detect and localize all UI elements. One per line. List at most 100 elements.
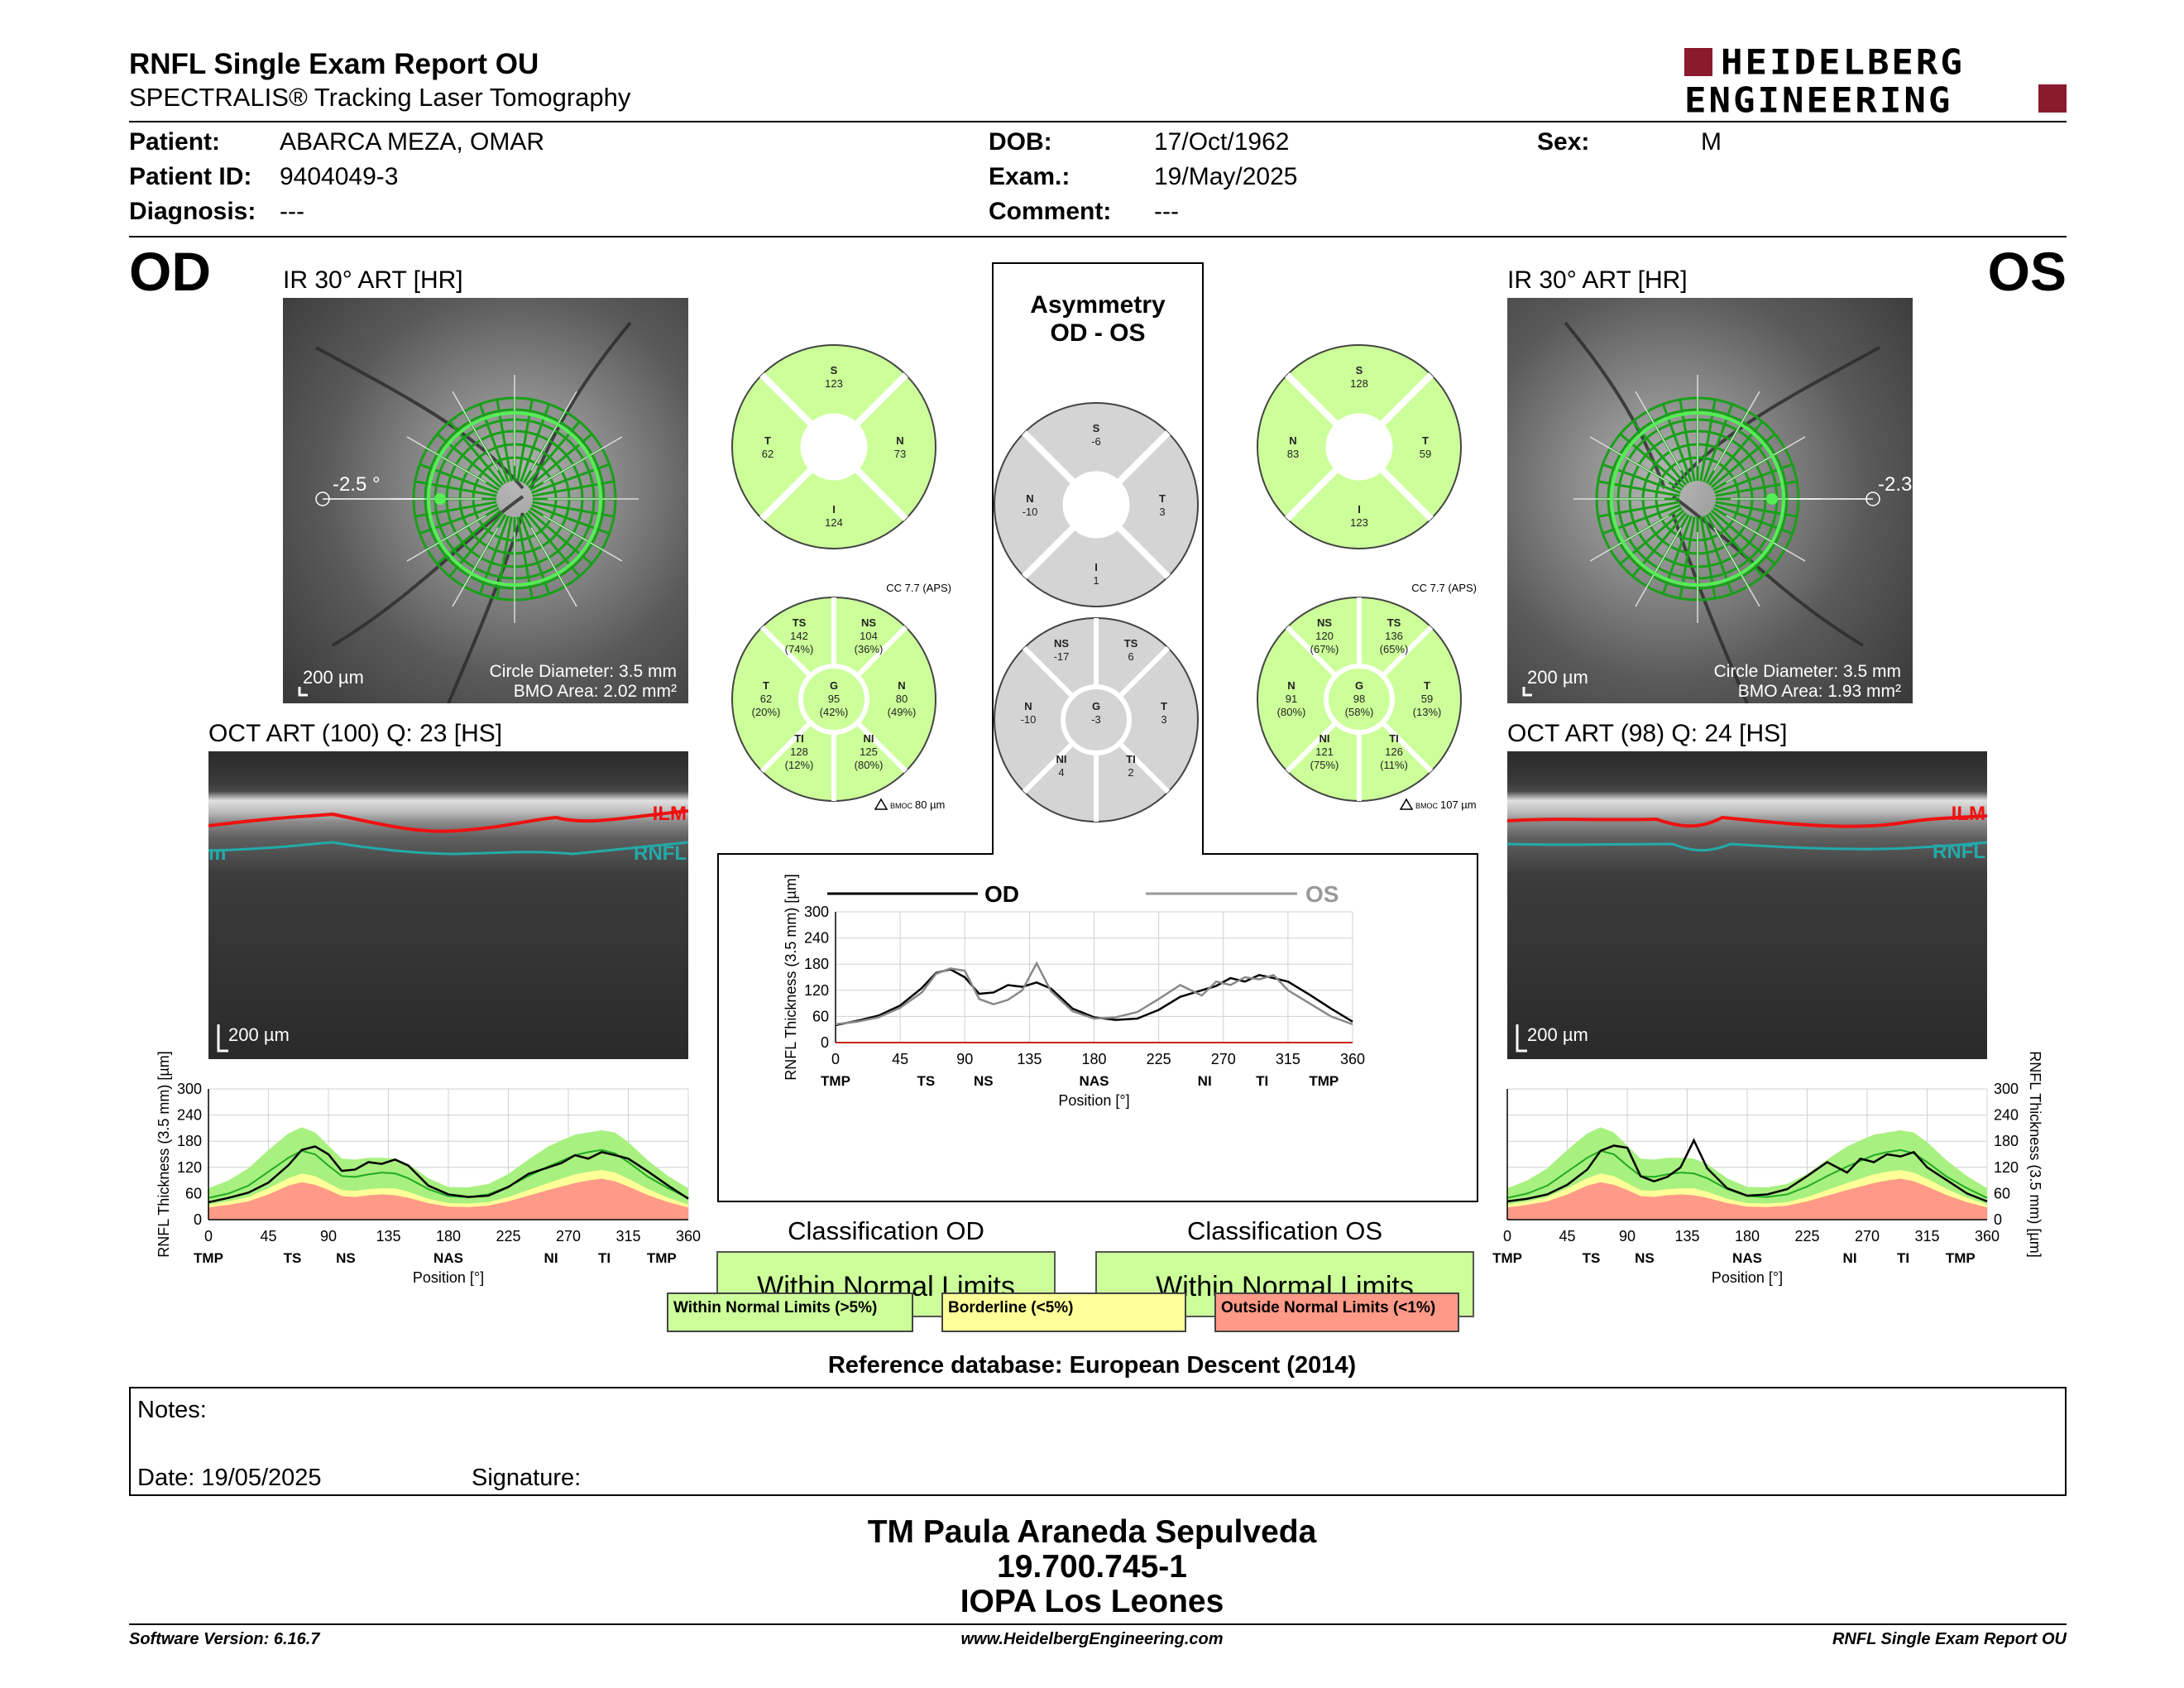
sector-label-ti: TI xyxy=(794,732,804,745)
sector-label-i: I xyxy=(1094,561,1098,573)
six-sector-divider xyxy=(759,721,812,774)
sector-label-s: S xyxy=(1356,364,1363,376)
sector-label-right: N xyxy=(896,434,903,447)
signature-institution: IOPA Los Leones xyxy=(960,1584,1224,1619)
sector-pct-ti: (12%) xyxy=(785,759,814,771)
patient-name: ABARCA MEZA, OMAR xyxy=(280,128,545,156)
sector-tick-label: TS xyxy=(284,1250,302,1266)
y-tick-label: 0 xyxy=(1994,1211,2002,1228)
footer-divider xyxy=(129,1623,2067,1625)
patient-id: 9404049-3 xyxy=(280,163,399,190)
sector-label-s: S xyxy=(831,364,838,376)
asymmetry-title-2: OD - OS xyxy=(1050,319,1146,347)
od-rnfl-label: RNFL xyxy=(634,842,687,865)
sector-tick-label: NI xyxy=(1843,1250,1857,1266)
notes-signature-label: Signature: xyxy=(472,1465,582,1491)
x-tick-label: 270 xyxy=(1211,1051,1236,1067)
sector-label-ti: TI xyxy=(1126,753,1136,765)
sector-value-i: 123 xyxy=(1350,516,1368,529)
patient-divider xyxy=(129,236,2067,237)
six-sector-center xyxy=(1061,684,1132,755)
sector-label-ts: TS xyxy=(1387,616,1401,629)
patient-label: Patient: xyxy=(129,128,221,156)
grid-radial-line xyxy=(1726,515,1806,562)
sector-value-t: 59 xyxy=(1421,693,1433,705)
y-axis-label: RNFL Thickness (3.5 mm) [µm] xyxy=(156,1051,172,1257)
six-sector-divider xyxy=(1381,721,1434,774)
od-rnfl-cut-label: m xyxy=(208,842,227,865)
y-tick-label: 60 xyxy=(1994,1185,2010,1201)
x-tick-label: 315 xyxy=(1914,1228,1939,1244)
bmo-offset-value: 107 µm xyxy=(1440,798,1477,811)
sector-label-s: S xyxy=(1093,422,1100,434)
sector-diagrams: S123I124T62N73S128I123N83T59S-6I1N-10T3T… xyxy=(731,344,1477,822)
os-rnfl-label: RNFL xyxy=(1933,841,1985,863)
x-tick-label: 225 xyxy=(1147,1051,1171,1067)
x-tick-label: 0 xyxy=(831,1051,840,1067)
sector-value-right: 3 xyxy=(1159,506,1165,518)
band-outside xyxy=(1507,1178,1987,1220)
sector-label-n: N xyxy=(1024,700,1032,712)
sector-value-left: 62 xyxy=(762,448,774,460)
sector-value-g: 98 xyxy=(1353,693,1365,705)
sector-pct-ns: (67%) xyxy=(1310,643,1339,655)
grid-radial-line xyxy=(1713,391,1760,471)
sector-value-ts: 6 xyxy=(1128,650,1133,663)
sector-value-n: 80 xyxy=(896,693,908,705)
sector-value-t: 62 xyxy=(760,693,772,705)
sector-pct-ns: (36%) xyxy=(855,643,884,655)
sector-label-left: N xyxy=(1026,492,1033,505)
sector-label-ts: TS xyxy=(793,616,807,629)
grid-radial-line xyxy=(452,527,499,607)
x-tick-label: 360 xyxy=(676,1228,701,1244)
grid-radial-line xyxy=(406,515,486,562)
sector-pct-ni: (75%) xyxy=(1310,759,1339,771)
grid-radial-line xyxy=(1589,515,1669,562)
sector-label-ti: TI xyxy=(1389,732,1399,745)
y-tick-label: 0 xyxy=(194,1211,202,1228)
sector-pct-t: (13%) xyxy=(1413,706,1442,718)
y-tick-label: 240 xyxy=(177,1107,202,1124)
x-tick-label: 270 xyxy=(1855,1228,1880,1244)
notes-label: Notes: xyxy=(137,1397,207,1423)
y-tick-label: 120 xyxy=(804,982,829,999)
four-sector-diagram: S-6 I1 N-10 T3 xyxy=(994,402,1199,607)
sector-tick-label: TS xyxy=(917,1073,936,1089)
y-tick-label: 60 xyxy=(812,1008,829,1024)
y-tick-label: 180 xyxy=(804,956,829,972)
sector-pct-n: (80%) xyxy=(1277,706,1306,718)
os-ir-title: IR 30° ART [HR] xyxy=(1507,266,1688,294)
sector-value-g: -3 xyxy=(1091,713,1101,726)
sector-label-left: N xyxy=(1289,434,1296,447)
dob-value: 17/Oct/1962 xyxy=(1154,128,1290,156)
x-tick-label: 90 xyxy=(956,1051,973,1067)
sector-label-right: T xyxy=(1422,434,1429,447)
six-sector-center xyxy=(798,664,869,735)
x-axis-label: Position [°] xyxy=(1712,1269,1783,1286)
y-axis-label: RNFL Thickness (3.5 mm) [µm] xyxy=(783,874,799,1080)
os-ilm-label: ILM xyxy=(1951,803,1985,825)
os-bmo-area: BMO Area: 1.93 mm² xyxy=(1737,682,1901,701)
notes-date: Date: 19/05/2025 xyxy=(137,1465,322,1491)
asymmetry-frame xyxy=(717,262,1478,1202)
sector-tick-label: TI xyxy=(1256,1073,1268,1089)
x-tick-label: 0 xyxy=(1503,1228,1511,1244)
sector-value-right: 59 xyxy=(1420,448,1431,460)
footer-report: RNFL Single Exam Report OU xyxy=(1832,1630,2067,1648)
od-ir-title: IR 30° ART [HR] xyxy=(283,266,463,294)
x-tick-label: 315 xyxy=(1276,1051,1300,1067)
series-line-os xyxy=(835,961,1353,1026)
grid-radial-line xyxy=(530,527,577,607)
os-cc-label: CC 7.7 (APS) xyxy=(1411,582,1477,594)
os-oct-scale-label: 200 µm xyxy=(1527,1024,1588,1045)
sector-value-n: 91 xyxy=(1286,693,1297,705)
four-sector-center xyxy=(1325,413,1393,481)
y-tick-label: 300 xyxy=(804,904,829,920)
os-circle-diameter: Circle Diameter: 3.5 mm xyxy=(1713,662,1901,681)
sector-label-ts: TS xyxy=(1124,637,1138,650)
sector-value-ns: 120 xyxy=(1315,630,1334,642)
od-cc-label: CC 7.7 (APS) xyxy=(886,582,951,594)
x-tick-label: 135 xyxy=(376,1228,400,1244)
series-line-os xyxy=(1506,1138,1988,1203)
